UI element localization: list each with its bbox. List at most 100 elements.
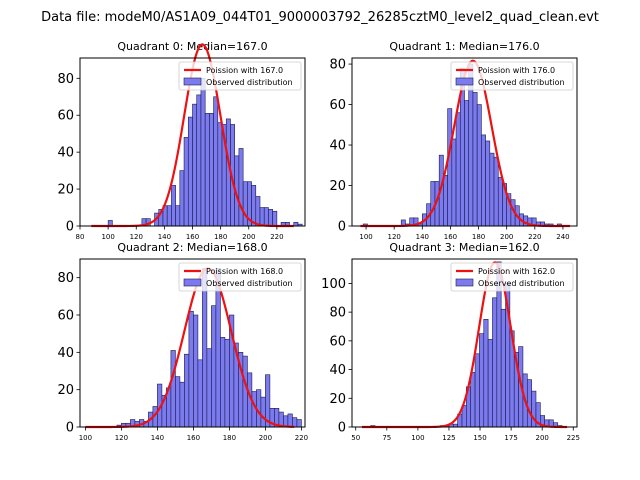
y-tick-label: 80 [329, 306, 346, 321]
histogram-bar [192, 103, 198, 227]
x-tick-label: 125 [442, 434, 455, 442]
x-tick-label: 180 [472, 233, 485, 241]
subplot-title: Quadrant 0: Median=167.0 [117, 40, 267, 53]
y-tick-label: 0 [66, 421, 74, 436]
subplot-quadrant-2: Quadrant 2: Median=168.0 100 120 140 160 180 2… [57, 241, 308, 442]
histogram-bar [206, 348, 212, 428]
histogram-bar [497, 177, 503, 227]
x-tick-label: 240 [556, 233, 569, 241]
legend-bar-swatch [183, 278, 202, 287]
x-tick-label: 180 [223, 434, 236, 442]
legend-poisson-label: Poission with 168.0 [206, 267, 283, 276]
histogram-bar [184, 353, 190, 428]
legend: Poission with 176.0 Observed distribution [450, 61, 574, 91]
x-tick-label: 100 [101, 233, 114, 241]
histogram-bar [179, 381, 185, 428]
histogram-bar [443, 175, 448, 227]
histogram-bar [213, 96, 219, 227]
x-tick-label: 140 [158, 233, 171, 241]
x-tick-label: 100 [359, 233, 372, 241]
histogram-bar [293, 222, 299, 227]
legend: Poission with 168.0 Observed distribution [178, 262, 302, 292]
legend-frame [450, 262, 574, 292]
x-tick-label: 150 [473, 434, 486, 442]
histogram-bar [220, 337, 226, 428]
histogram-bar [487, 339, 493, 428]
histogram-bar [224, 338, 230, 428]
x-tick-label: 140 [416, 233, 429, 241]
histogram-bar [485, 140, 491, 227]
x-tick-label: 180 [214, 233, 227, 241]
x-tick-label: 160 [444, 233, 457, 241]
legend-observed-label: Observed distribution [478, 279, 565, 288]
legend-frame [178, 61, 302, 91]
subplot-title: Quadrant 2: Median=168.0 [117, 241, 267, 254]
subplot-title: Quadrant 3: Median=162.0 [389, 241, 539, 254]
x-tick-label: 140 [151, 434, 164, 442]
histogram-bar [447, 108, 453, 227]
histogram-bar [479, 333, 485, 428]
y-tick-label: 20 [57, 383, 74, 398]
subplot-quadrant-0: Quadrant 0: Median=167.0 80 100 120 140 160 18… [57, 40, 306, 241]
x-tick-label: 120 [115, 434, 128, 442]
y-tick-label: 80 [57, 271, 74, 286]
histogram-bar [166, 205, 172, 227]
histogram-bar [188, 310, 194, 428]
x-tick-label: 50 [351, 434, 360, 442]
x-tick-label: 200 [242, 233, 255, 241]
histogram-bar [263, 207, 269, 227]
y-tick-label: 40 [329, 363, 346, 378]
histogram-bar [272, 210, 278, 227]
y-tick-label: 40 [329, 139, 346, 154]
histogram-bar [200, 78, 206, 227]
legend-poisson-label: Poission with 176.0 [478, 66, 555, 75]
histogram-bar [472, 92, 478, 227]
x-tick-label: 80 [76, 233, 85, 241]
histogram-bar [526, 379, 532, 428]
legend-bar-swatch [455, 278, 474, 287]
histogram-bar [204, 113, 210, 227]
x-tick-label: 225 [567, 434, 580, 442]
x-tick-label: 100 [79, 434, 92, 442]
histogram-bar [197, 359, 203, 428]
legend: Poission with 162.0 Observed distribution [450, 262, 574, 292]
histogram-bar [255, 196, 261, 227]
histogram-bar [500, 308, 506, 428]
y-tick-label: 20 [329, 179, 346, 194]
histogram-bar [470, 372, 476, 428]
x-tick-label: 120 [130, 233, 143, 241]
legend-poisson-label: Poission with 162.0 [478, 267, 555, 276]
histogram-bar [187, 116, 193, 227]
y-tick-label: 60 [329, 98, 346, 113]
histogram-bar [196, 94, 202, 227]
histogram-bar [493, 156, 499, 227]
figure-title: Data file: modeM0/AS1A09_044T01_90000037… [41, 10, 599, 25]
x-tick-label: 120 [388, 233, 401, 241]
histogram-bar [259, 207, 265, 227]
y-tick-label: 40 [57, 146, 74, 161]
histogram-bar [242, 181, 248, 227]
histogram-bar [489, 152, 495, 227]
histogram-bar [287, 413, 293, 428]
histogram-bar [492, 297, 498, 428]
histogram-bar [251, 185, 257, 227]
axes-frame [351, 57, 578, 227]
x-tick-label: 160 [187, 434, 200, 442]
histogram-bar [193, 314, 199, 428]
x-tick-label: 200 [259, 434, 272, 442]
legend-poisson-label: Poission with 167.0 [206, 66, 283, 75]
histogram-bar [209, 113, 214, 227]
histogram-bar [211, 305, 217, 428]
histogram-bar [268, 209, 273, 227]
subplot-title: Quadrant 1: Median=176.0 [389, 40, 539, 53]
y-tick-label: 20 [329, 392, 346, 407]
x-tick-label: 220 [295, 434, 308, 442]
y-tick-label: 60 [329, 334, 346, 349]
x-tick-label: 200 [500, 233, 513, 241]
y-tick-label: 0 [338, 421, 346, 436]
y-tick-label: 80 [57, 72, 74, 87]
histogram-bar [430, 181, 436, 227]
y-tick-label: 40 [57, 346, 74, 361]
histogram-bar [175, 376, 181, 428]
legend-observed-label: Observed distribution [206, 279, 293, 288]
